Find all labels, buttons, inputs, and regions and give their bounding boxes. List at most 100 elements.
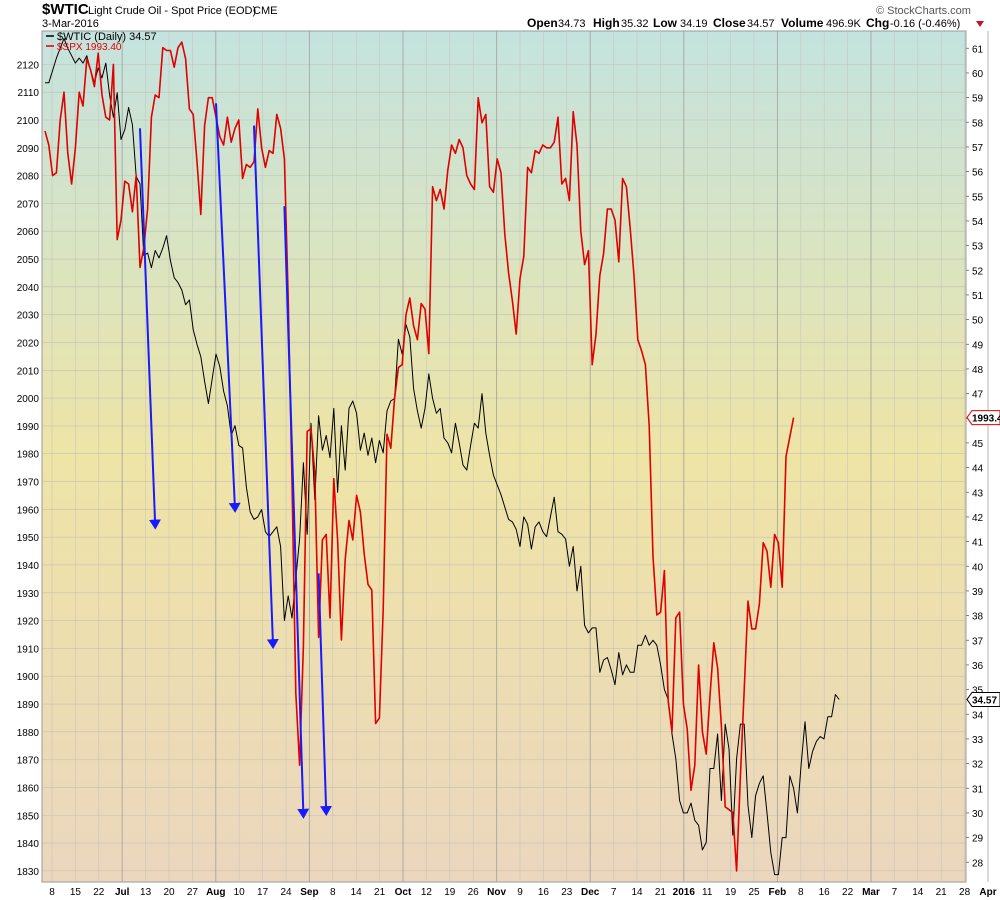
high-label: High bbox=[593, 16, 620, 30]
right-axis-tick-label: 57 bbox=[972, 143, 984, 154]
right-axis-tick-label: 37 bbox=[972, 636, 984, 647]
left-axis-tick-label: 2040 bbox=[17, 283, 40, 294]
x-axis-tick-label: 12 bbox=[421, 887, 433, 898]
right-axis-tick-label: 38 bbox=[972, 612, 984, 623]
x-axis-tick-label: 19 bbox=[725, 887, 737, 898]
x-axis-tick-label: 15 bbox=[70, 887, 82, 898]
low-value: 34.19 bbox=[680, 18, 708, 30]
left-axis-tick-label: 2090 bbox=[17, 144, 40, 155]
left-axis-tick-label: 1960 bbox=[17, 505, 40, 516]
x-axis-tick-label: 17 bbox=[257, 887, 269, 898]
right-axis: 6160595857565554535251504948474645444342… bbox=[966, 44, 984, 869]
price-tags: 1993.4 34.57 bbox=[966, 410, 1000, 707]
left-axis-tick-label: 1940 bbox=[17, 561, 40, 572]
x-axis-tick-label: 24 bbox=[280, 887, 292, 898]
price-tag-box bbox=[966, 691, 1000, 707]
symbol-description: Light Crude Oil - Spot Price (EOD) bbox=[88, 5, 256, 17]
right-axis-tick-label: 55 bbox=[972, 192, 984, 203]
chart-header: $WTIC Light Crude Oil - Spot Price (EOD)… bbox=[42, 1, 984, 30]
left-axis-tick-label: 1900 bbox=[17, 672, 40, 683]
left-axis-tick-label: 1860 bbox=[17, 783, 40, 794]
annotation-arrow-2 bbox=[215, 103, 241, 513]
x-axis-tick-label: 23 bbox=[561, 887, 573, 898]
x-axis-tick-label: 2016 bbox=[673, 887, 696, 898]
left-axis-tick-label: 1930 bbox=[17, 589, 40, 600]
right-axis-tick-label: 56 bbox=[972, 168, 984, 179]
open-label: Open bbox=[527, 16, 558, 30]
x-axis-tick-label: 22 bbox=[842, 887, 854, 898]
x-axis-tick-label: Nov bbox=[487, 887, 506, 898]
right-axis-tick-label: 58 bbox=[972, 118, 984, 129]
left-axis-tick-label: 1990 bbox=[17, 422, 40, 433]
x-axis-tick-label: Sep bbox=[300, 887, 318, 898]
left-axis-tick-label: 2030 bbox=[17, 311, 40, 322]
x-axis-tick-label: 16 bbox=[538, 887, 550, 898]
right-axis-tick-label: 47 bbox=[972, 390, 984, 401]
x-axis-tick-label: 21 bbox=[655, 887, 667, 898]
left-axis-tick-label: 2000 bbox=[17, 394, 40, 405]
x-axis-tick-label: Aug bbox=[206, 887, 225, 898]
x-axis-tick-label: 14 bbox=[912, 887, 924, 898]
annotation-arrow-3 bbox=[253, 125, 279, 650]
annotation-arrows bbox=[139, 103, 333, 819]
exchange: CME bbox=[253, 5, 277, 17]
symbol: $WTIC bbox=[42, 1, 89, 18]
legend-label-spx: $SPX 1993.40 bbox=[57, 42, 122, 53]
x-axis-tick-label: 8 bbox=[49, 887, 55, 898]
x-axis-tick-label: Jul bbox=[115, 887, 130, 898]
x-axis-tick-label: 10 bbox=[234, 887, 246, 898]
right-axis-tick-label: 45 bbox=[972, 439, 984, 450]
price-tag-label: 1993.4 bbox=[972, 414, 1000, 425]
plot-area bbox=[41, 30, 967, 883]
gridlines bbox=[42, 31, 989, 882]
x-axis-tick-label: 21 bbox=[936, 887, 948, 898]
left-axis-tick-label: 1950 bbox=[17, 533, 40, 544]
x-axis-tick-label: 21 bbox=[374, 887, 386, 898]
left-axis-tick-label: 2020 bbox=[17, 338, 40, 349]
close-label: Close bbox=[713, 16, 746, 30]
right-axis-tick-label: 30 bbox=[972, 809, 984, 820]
annotation-arrow-1 bbox=[139, 128, 161, 530]
left-axis-tick-label: 1880 bbox=[17, 728, 40, 739]
x-axis-tick-label: 7 bbox=[611, 887, 617, 898]
low-label: Low bbox=[653, 16, 678, 30]
chg-value: -0.16 (-0.46%) bbox=[890, 18, 960, 30]
x-axis-tick-label: 7 bbox=[892, 887, 898, 898]
series-line-wtic bbox=[45, 37, 840, 876]
left-axis-tick-label: 2100 bbox=[17, 116, 40, 127]
chg-label: Chg bbox=[866, 16, 889, 30]
high-value: 35.32 bbox=[621, 18, 649, 30]
right-axis-tick-label: 48 bbox=[972, 365, 984, 376]
left-axis-tick-label: 2050 bbox=[17, 255, 40, 266]
left-axis-tick-label: 1920 bbox=[17, 617, 40, 628]
right-axis-tick-label: 51 bbox=[972, 291, 984, 302]
x-axis-tick-label: 14 bbox=[351, 887, 363, 898]
series-layer bbox=[44, 37, 840, 876]
legend: $WTIC (Daily) 34.57 $SPX 1993.40 bbox=[46, 31, 157, 53]
x-axis-tick-label: 28 bbox=[959, 887, 971, 898]
x-axis-tick-label: 16 bbox=[819, 887, 831, 898]
right-axis-tick-label: 61 bbox=[972, 44, 984, 55]
x-axis-tick-label: 20 bbox=[163, 887, 175, 898]
volume-value: 496.9K bbox=[826, 18, 862, 30]
x-axis-tick-label: Dec bbox=[581, 887, 600, 898]
left-axis-tick-label: 1870 bbox=[17, 756, 40, 767]
x-axis-tick-label: 22 bbox=[93, 887, 105, 898]
down-triangle-icon bbox=[976, 21, 984, 27]
x-axis-tick-label: 11 bbox=[702, 887, 713, 898]
price-tag-spx: 1993.4 bbox=[966, 410, 1000, 426]
left-axis-tick-label: 2110 bbox=[17, 88, 39, 99]
x-axis-tick-label: 13 bbox=[140, 887, 152, 898]
right-axis-tick-label: 44 bbox=[972, 464, 984, 475]
right-axis-tick-label: 31 bbox=[972, 784, 984, 795]
x-axis-tick-label: 19 bbox=[444, 887, 456, 898]
right-axis-tick-label: 35 bbox=[972, 686, 984, 697]
volume-label: Volume bbox=[781, 16, 824, 30]
right-axis-tick-label: 39 bbox=[972, 587, 984, 598]
close-value: 34.57 bbox=[747, 18, 775, 30]
right-axis-tick-label: 28 bbox=[972, 858, 984, 869]
right-axis-tick-label: 52 bbox=[972, 266, 984, 277]
left-axis-tick-label: 2070 bbox=[17, 199, 40, 210]
left-axis-tick-label: 2010 bbox=[17, 366, 40, 377]
x-axis-tick-label: 8 bbox=[330, 887, 336, 898]
